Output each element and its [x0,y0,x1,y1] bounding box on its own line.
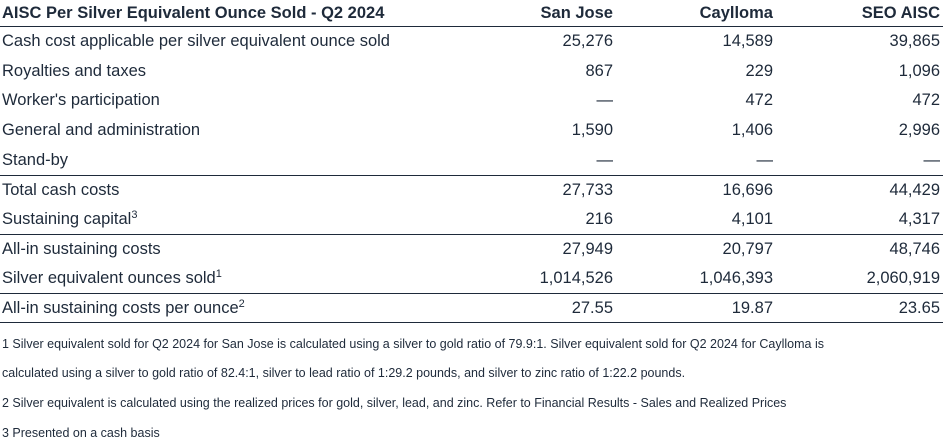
cell-san-jose: 867 [585,61,613,80]
table-row: Worker's participation — 472 472 [0,86,943,116]
column-header-caylloma: Caylloma [699,3,773,22]
table-row: Stand-by — — — [0,145,943,175]
cell-caylloma: 16,696 [722,180,773,199]
footnote-3: 3 Presented on a cash basis [2,425,160,440]
table-row-aisc-per-ounce: All-in sustaining costs per ounce2 27.55… [0,293,943,323]
cell-caylloma: 20,797 [722,239,773,258]
cell-caylloma: 19.87 [731,298,773,317]
row-label: All-in sustaining costs [2,239,161,258]
cell-san-jose: 27,949 [562,239,613,258]
column-header-san-jose: San Jose [540,3,613,22]
aisc-table: AISC Per Silver Equivalent Ounce Sold - … [0,0,943,323]
row-label: Stand-by [2,150,69,169]
row-label: Royalties and taxes [2,61,146,80]
row-label: Sustaining capital3 [2,208,138,228]
column-header-seo-aisc: SEO AISC [861,3,940,22]
table-row: General and administration 1,590 1,406 2… [0,116,943,146]
table-row: Silver equivalent ounces sold1 1,014,526… [0,264,943,294]
cell-san-jose: 27.55 [571,298,613,317]
row-label: Cash cost applicable per silver equivale… [2,32,390,51]
table-header-row: AISC Per Silver Equivalent Ounce Sold - … [0,0,943,27]
row-label: Total cash costs [2,180,120,199]
cell-san-jose: 1,014,526 [539,269,613,288]
cell-san-jose: — [596,91,614,110]
row-label: Worker's participation [2,91,160,110]
footnote-ref: 2 [238,297,245,310]
footnotes: 1 Silver equivalent sold for Q2 2024 for… [0,329,943,447]
cell-seo-aisc: 23.65 [898,298,940,317]
cell-caylloma: 4,101 [731,209,773,228]
cell-caylloma: — [756,150,774,169]
row-label: General and administration [2,121,201,140]
cell-caylloma: 472 [745,91,773,110]
cell-caylloma: 229 [745,61,773,80]
cell-seo-aisc: 39,865 [889,32,940,51]
table-row: Sustaining capital3 216 4,101 4,317 [0,205,943,235]
cell-san-jose: 27,733 [562,180,613,199]
table-row: Cash cost applicable per silver equivale… [0,27,943,57]
footnote-ref: 3 [131,208,138,221]
cell-caylloma: 1,406 [731,121,773,140]
table-title: AISC Per Silver Equivalent Ounce Sold - … [2,3,385,22]
cell-san-jose: 25,276 [562,32,613,51]
cell-seo-aisc: 4,317 [898,209,940,228]
footnote-1a: 1 Silver equivalent sold for Q2 2024 for… [2,336,824,351]
cell-seo-aisc: 472 [912,91,940,110]
row-label: All-in sustaining costs per ounce2 [2,297,245,317]
row-label: Silver equivalent ounces sold1 [2,268,222,288]
footnote-1b: calculated using a silver to gold ratio … [2,366,686,381]
cell-seo-aisc: 1,096 [898,61,940,80]
table-row-total-cash-costs: Total cash costs 27,733 16,696 44,429 [0,174,943,205]
footnote-2: 2 Silver equivalent is calculated using … [2,395,787,410]
cell-seo-aisc: 48,746 [889,239,940,258]
cell-caylloma: 14,589 [722,32,773,51]
table-row-aisc: All-in sustaining costs 27,949 20,797 48… [0,234,943,264]
table-row: Royalties and taxes 867 229 1,096 [0,57,943,87]
cell-san-jose: 216 [585,209,613,228]
cell-seo-aisc: 44,429 [889,180,940,199]
footnote-ref: 1 [215,268,222,281]
cell-seo-aisc: 2,060,919 [866,269,940,288]
cell-seo-aisc: — [923,150,941,169]
cell-seo-aisc: 2,996 [898,121,940,140]
cell-caylloma: 1,046,393 [699,269,773,288]
cell-san-jose: 1,590 [571,121,613,140]
cell-san-jose: — [596,150,614,169]
